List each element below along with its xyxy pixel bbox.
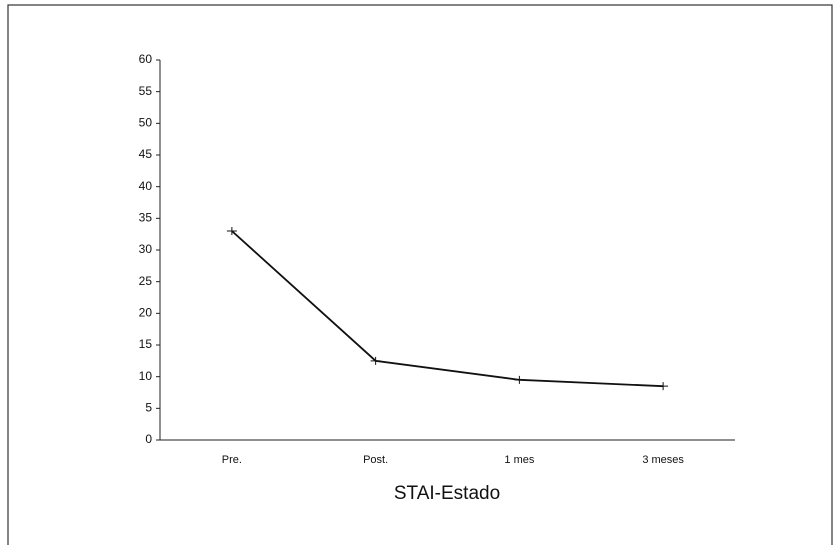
y-tick-label: 25: [139, 274, 153, 288]
y-tick-label: 35: [139, 211, 153, 225]
x-tick-label: Pre.: [222, 454, 242, 466]
x-axis-label: STAI-Estado: [394, 483, 500, 504]
y-tick-label: 5: [145, 401, 152, 415]
x-tick-label: 1 mes: [504, 454, 534, 466]
frame: [7, 4, 833, 545]
marker: [226, 227, 237, 235]
y-tick-label: 10: [139, 369, 153, 383]
marker: [370, 356, 381, 365]
y-tick-label: 15: [139, 337, 153, 351]
y-tick-label: 45: [139, 147, 153, 161]
data-line: [231, 230, 664, 388]
marker: [658, 382, 669, 391]
x-tick-label: 3 meses: [642, 454, 684, 466]
marker: [514, 375, 525, 384]
y-tick-label: 30: [139, 242, 153, 256]
y-tick-label: 55: [139, 84, 153, 98]
y-tick-label: 50: [139, 116, 153, 130]
y-tick-label: 20: [139, 306, 153, 320]
x-tick-label: Post.: [363, 454, 388, 466]
y-tick-label: 40: [139, 179, 153, 193]
y-tick-label: 60: [139, 52, 153, 66]
y-tick-label: 0: [145, 432, 152, 446]
